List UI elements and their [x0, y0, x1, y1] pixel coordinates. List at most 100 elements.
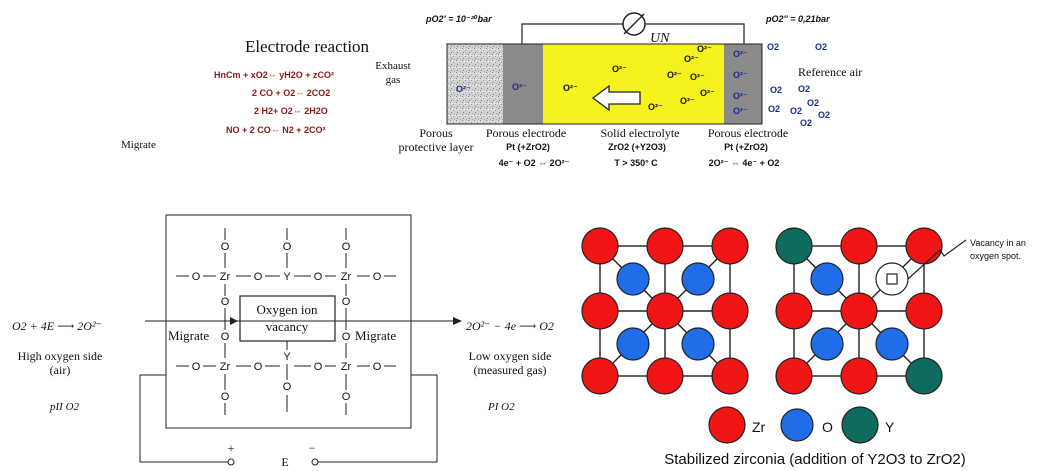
o-atom [810, 262, 844, 296]
zr-atom [581, 227, 619, 265]
right-equation: 2O²⁻ − 4e ⟶ O2 [466, 319, 554, 333]
o2-molecule: O2 [790, 106, 802, 116]
legend-y-swatch [841, 406, 879, 444]
porous-electrode-left-label: Porous electrode [486, 126, 566, 140]
oxygen-atom: O [373, 271, 382, 283]
oxygen-vacancy [875, 262, 909, 296]
oxygen-atom: O [192, 271, 201, 283]
legend-o-swatch [780, 408, 814, 442]
zr-atom [581, 357, 619, 395]
y-atom [775, 227, 813, 265]
o-atom [616, 327, 650, 361]
circuit-wire-left [139, 374, 228, 463]
ion-label: O²⁻ [563, 83, 578, 93]
circuit-minus: − [309, 441, 316, 455]
migrate-right-label: Migrate [355, 328, 396, 343]
voltage-label: UN [650, 31, 670, 46]
terminal-positive-icon [227, 458, 235, 466]
porous-protective-layer [447, 44, 503, 124]
o-atom [616, 262, 650, 296]
vacancy-square-icon [886, 273, 898, 285]
ion-label: O²⁻ [690, 72, 705, 82]
voltmeter-needle-icon [623, 13, 645, 35]
ion-flow-arrow-icon [591, 84, 641, 112]
legend-zr-swatch [708, 406, 746, 444]
porous-electrode-left-material: Pt (+ZrO2) [506, 142, 550, 152]
porous-electrode-right [724, 44, 762, 124]
reaction-h2: 2 H2+ O2⇔ 2H2O [254, 106, 328, 116]
oxygen-atom: O [314, 271, 323, 283]
ion-label: O²⁻ [667, 70, 682, 80]
arrow-right-icon [453, 317, 462, 325]
zr-atom [840, 357, 878, 395]
oxygen-atom: O [342, 331, 351, 343]
p-high-label: pII O2 [49, 401, 80, 413]
circuit-plus: + [228, 441, 235, 455]
zirconium-atom: Zr [220, 361, 231, 373]
o2-molecule: O2 [768, 104, 780, 114]
lattice-diagram: O O O O Zr O Y O Zr O O O O O O Zr O Y O… [12, 214, 554, 469]
oxygen-atom: O [314, 361, 323, 373]
temperature-label: T > 350° C [614, 158, 658, 168]
vacancy-callout-line [907, 239, 967, 280]
oxygen-atom: O [283, 241, 292, 253]
oxygen-atom: O [221, 391, 230, 403]
oxygen-atom: O [221, 296, 230, 308]
exhaust-label: Exhaust [375, 60, 410, 72]
o2-molecule: O2 [770, 85, 782, 95]
vacancy-label: Oxygen ion [256, 302, 318, 317]
solid-electrolyte-material: ZrO2 (+Y2O3) [608, 142, 666, 152]
ion-label: O²⁻ [648, 102, 663, 112]
o2-molecule: O2 [807, 98, 819, 108]
o2-molecule: O2 [815, 42, 827, 52]
o2-molecule: O2 [800, 118, 812, 128]
vacancy-box [239, 295, 336, 342]
ion-label: O²⁻ [612, 64, 627, 74]
oxygen-atom: O [342, 391, 351, 403]
zirconia-caption: Stabilized zirconia (addition of Y2O3 to… [664, 451, 966, 468]
o2-molecule: O2 [798, 84, 810, 94]
zr-atom [646, 227, 684, 265]
zr-atom [905, 227, 943, 265]
migrate-left-label: Migrate [168, 328, 209, 343]
reaction-co: 2 CO + O2⇔ 2CO2 [252, 88, 330, 98]
solid-electrolyte-label: Solid electrolyte [601, 126, 680, 140]
ion-label: O²⁻ [700, 88, 715, 98]
yttrium-atom: Y [283, 351, 291, 363]
zr-atom [646, 292, 684, 330]
zr-atom [840, 292, 878, 330]
zirconia-structures: Vacancy in an oxygen spot. Zr O Y Stabil… [581, 227, 1026, 468]
oxygen-atom: O [192, 361, 201, 373]
ion-label: O²⁻ [733, 106, 748, 116]
zirconium-atom: Zr [220, 271, 231, 283]
sensor-schematic: Electrode reaction HnCm + xO2⇔ yH2O + zC… [121, 12, 862, 168]
pressure-left: pO2' = 10⁻²⁰bar [425, 14, 492, 24]
y-atom [905, 357, 943, 395]
solid-electrolyte [543, 44, 724, 124]
zr-atom [581, 292, 619, 330]
o-atom [810, 327, 844, 361]
zr-atom [711, 292, 749, 330]
ion-label: O²⁻ [512, 82, 527, 92]
ion-label: O²⁻ [456, 84, 471, 94]
zr-atom [646, 357, 684, 395]
migrate-top-label: Migrate [121, 139, 156, 151]
o-atom [875, 327, 909, 361]
oxygen-atom: O [221, 331, 230, 343]
ion-label: O²⁻ [697, 44, 712, 54]
vacancy-callout-label-2: oxygen spot. [970, 251, 1021, 261]
o2-molecule: O2 [818, 110, 830, 120]
p-low-label: PI O2 [487, 401, 515, 413]
porous-protective-label: Porous [419, 126, 453, 140]
circuit-wire-right [318, 374, 438, 463]
zirconium-atom: Zr [341, 361, 352, 373]
ion-label: O²⁻ [733, 70, 748, 80]
oxygen-atom: O [254, 361, 263, 373]
pressure-right: pO2'' = 0,21bar [765, 14, 830, 24]
left-electrode-reaction: 4e⁻ + O2 ⇔ 2O²⁻ [499, 158, 570, 168]
vacancy-label-2: vacancy [266, 319, 309, 334]
high-oxygen-side-sub: (air) [50, 363, 71, 377]
circuit-emf: E [281, 455, 288, 469]
zr-atom [905, 292, 943, 330]
